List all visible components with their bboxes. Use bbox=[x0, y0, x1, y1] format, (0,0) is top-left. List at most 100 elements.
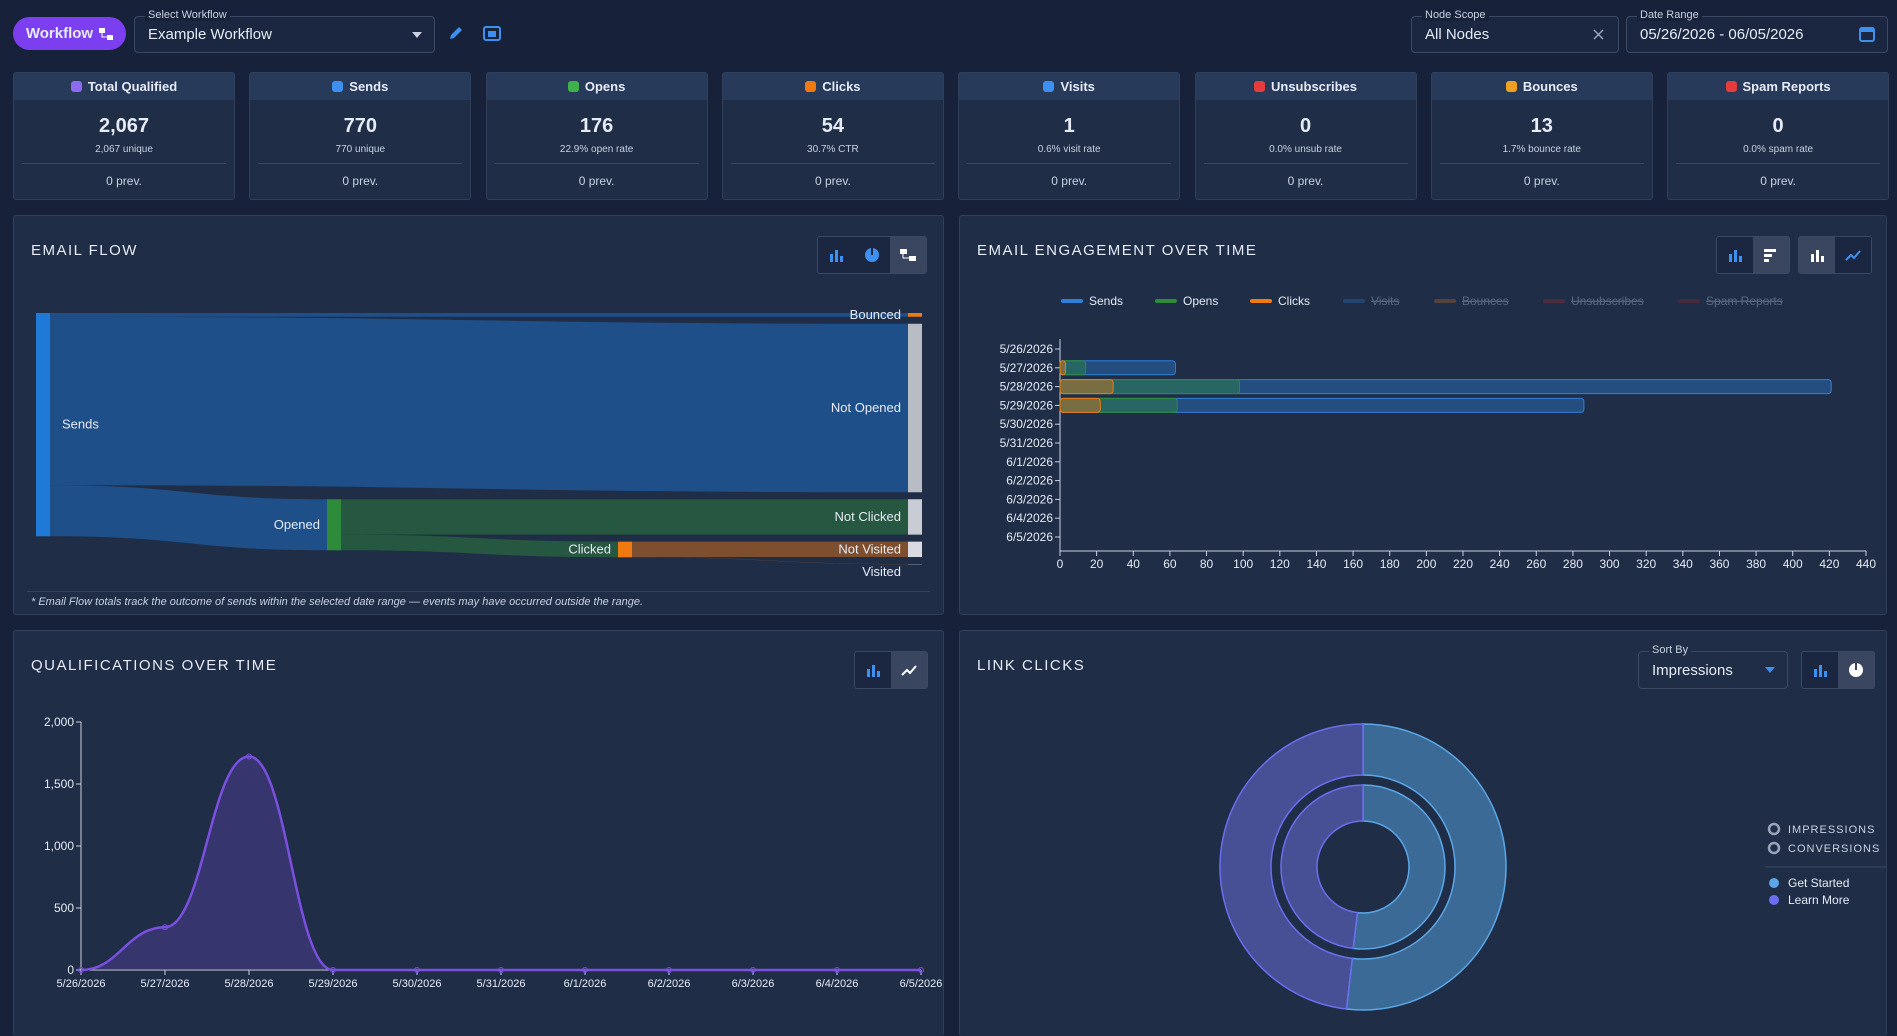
x-tick-label: 140 bbox=[1306, 557, 1326, 571]
divider bbox=[22, 163, 226, 164]
x-tick-label: 0 bbox=[1057, 557, 1064, 571]
workflow-button[interactable]: Workflow bbox=[13, 17, 126, 50]
x-tick-label: 200 bbox=[1416, 557, 1436, 571]
x-tick-label: 6/5/2026 bbox=[900, 978, 943, 990]
kpi-header: Spam Reports bbox=[1668, 73, 1888, 100]
field-label: Node Scope bbox=[1422, 9, 1489, 21]
x-tick-label: 120 bbox=[1270, 557, 1290, 571]
x-tick-label: 5/29/2026 bbox=[309, 978, 358, 990]
y-tick-label: 5/30/2026 bbox=[1000, 417, 1054, 431]
field-value: All Nodes bbox=[1425, 26, 1489, 43]
kpi-value: 176 bbox=[487, 115, 707, 138]
kpi-title: Total Qualified bbox=[88, 79, 177, 94]
x-tick-label: 60 bbox=[1163, 557, 1177, 571]
kpi-header: Total Qualified bbox=[14, 73, 234, 100]
x-tick-label: 5/26/2026 bbox=[57, 978, 106, 990]
kpi-title: Clicks bbox=[822, 79, 860, 94]
kpi-icon bbox=[568, 81, 579, 92]
kpi-icon bbox=[1726, 81, 1737, 92]
flow-node bbox=[908, 324, 922, 492]
icon bbox=[99, 27, 113, 41]
kpi-value: 0 bbox=[1196, 115, 1416, 138]
folder-icon[interactable] bbox=[483, 25, 501, 41]
divider bbox=[495, 163, 699, 164]
kpi-prev: 0 prev. bbox=[14, 174, 234, 188]
clear-icon[interactable] bbox=[1593, 29, 1604, 40]
kpi-value: 770 bbox=[250, 115, 470, 138]
edit-icon[interactable] bbox=[448, 25, 464, 41]
kpi-value: 54 bbox=[723, 115, 943, 138]
kpi-icon bbox=[332, 81, 343, 92]
x-tick-label: 380 bbox=[1746, 557, 1766, 571]
kpi-sub: 1.7% bounce rate bbox=[1432, 144, 1652, 155]
x-tick-label: 220 bbox=[1453, 557, 1473, 571]
flow-node bbox=[908, 313, 922, 317]
x-tick-label: 240 bbox=[1490, 557, 1510, 571]
kpi-value: 0 bbox=[1668, 115, 1888, 138]
y-tick-label: 5/29/2026 bbox=[1000, 398, 1054, 412]
kpi-value: 1 bbox=[959, 115, 1179, 138]
donut-slice bbox=[1353, 785, 1445, 949]
kpi-icon bbox=[71, 81, 82, 92]
legend-label: Visits bbox=[1371, 294, 1399, 308]
legend-label: Get Started bbox=[1788, 876, 1849, 890]
legend-label: Bounces bbox=[1462, 294, 1509, 308]
legend-label: Clicks bbox=[1278, 294, 1310, 308]
x-tick-label: 420 bbox=[1819, 557, 1839, 571]
x-tick-label: 5/30/2026 bbox=[393, 978, 442, 990]
y-tick-label: 5/26/2026 bbox=[1000, 342, 1054, 356]
flow-node bbox=[36, 313, 50, 536]
divider bbox=[258, 163, 462, 164]
flow-node bbox=[618, 542, 632, 558]
flow-node bbox=[908, 542, 922, 557]
kpi-icon bbox=[1506, 81, 1517, 92]
kpi-prev: 0 prev. bbox=[487, 174, 707, 188]
y-tick-label: 1,500 bbox=[44, 777, 74, 791]
kpi-header: Visits bbox=[959, 73, 1179, 100]
kpi-prev: 0 prev. bbox=[1432, 174, 1652, 188]
kpi-title: Opens bbox=[585, 79, 625, 94]
kpi-header: Unsubscribes bbox=[1196, 73, 1416, 100]
node-scope[interactable]: Node Scope All Nodes bbox=[1411, 16, 1619, 53]
legend-label: Opens bbox=[1183, 294, 1218, 308]
y-tick-label: 2,000 bbox=[44, 715, 74, 729]
x-tick-label: 80 bbox=[1200, 557, 1214, 571]
legend-marker bbox=[1769, 843, 1779, 853]
select-workflow[interactable]: Select Workflow Example Workflow bbox=[134, 16, 435, 53]
y-tick-label: 5/31/2026 bbox=[1000, 436, 1054, 450]
legend-marker bbox=[1769, 824, 1779, 834]
x-tick-label: 440 bbox=[1856, 557, 1876, 571]
divider bbox=[731, 163, 935, 164]
kpi-header: Opens bbox=[487, 73, 707, 100]
calendar-icon[interactable] bbox=[1859, 26, 1875, 42]
legend-label: Unsubscribes bbox=[1571, 294, 1644, 308]
bar bbox=[1060, 361, 1065, 375]
bar bbox=[1060, 380, 1113, 394]
kpi-prev: 0 prev. bbox=[959, 174, 1179, 188]
x-tick-label: 6/4/2026 bbox=[816, 978, 859, 990]
kpi-icon bbox=[1043, 81, 1054, 92]
field-label: Select Workflow bbox=[145, 9, 230, 21]
kpi-icon bbox=[1254, 81, 1265, 92]
x-tick-label: 6/1/2026 bbox=[564, 978, 607, 990]
divider bbox=[27, 591, 930, 592]
date-range[interactable]: Date Range 05/26/2026 - 06/05/2026 bbox=[1626, 16, 1888, 53]
node-label: Visited bbox=[862, 564, 901, 579]
y-tick-label: 6/1/2026 bbox=[1006, 455, 1053, 469]
x-tick-label: 100 bbox=[1233, 557, 1253, 571]
field-value: 05/26/2026 - 06/05/2026 bbox=[1640, 26, 1803, 43]
y-tick-label: 5/28/2026 bbox=[1000, 380, 1054, 394]
field-label: Date Range bbox=[1637, 9, 1702, 21]
legend-label: Spam Reports bbox=[1706, 294, 1783, 308]
node-label: Not Clicked bbox=[835, 509, 901, 524]
